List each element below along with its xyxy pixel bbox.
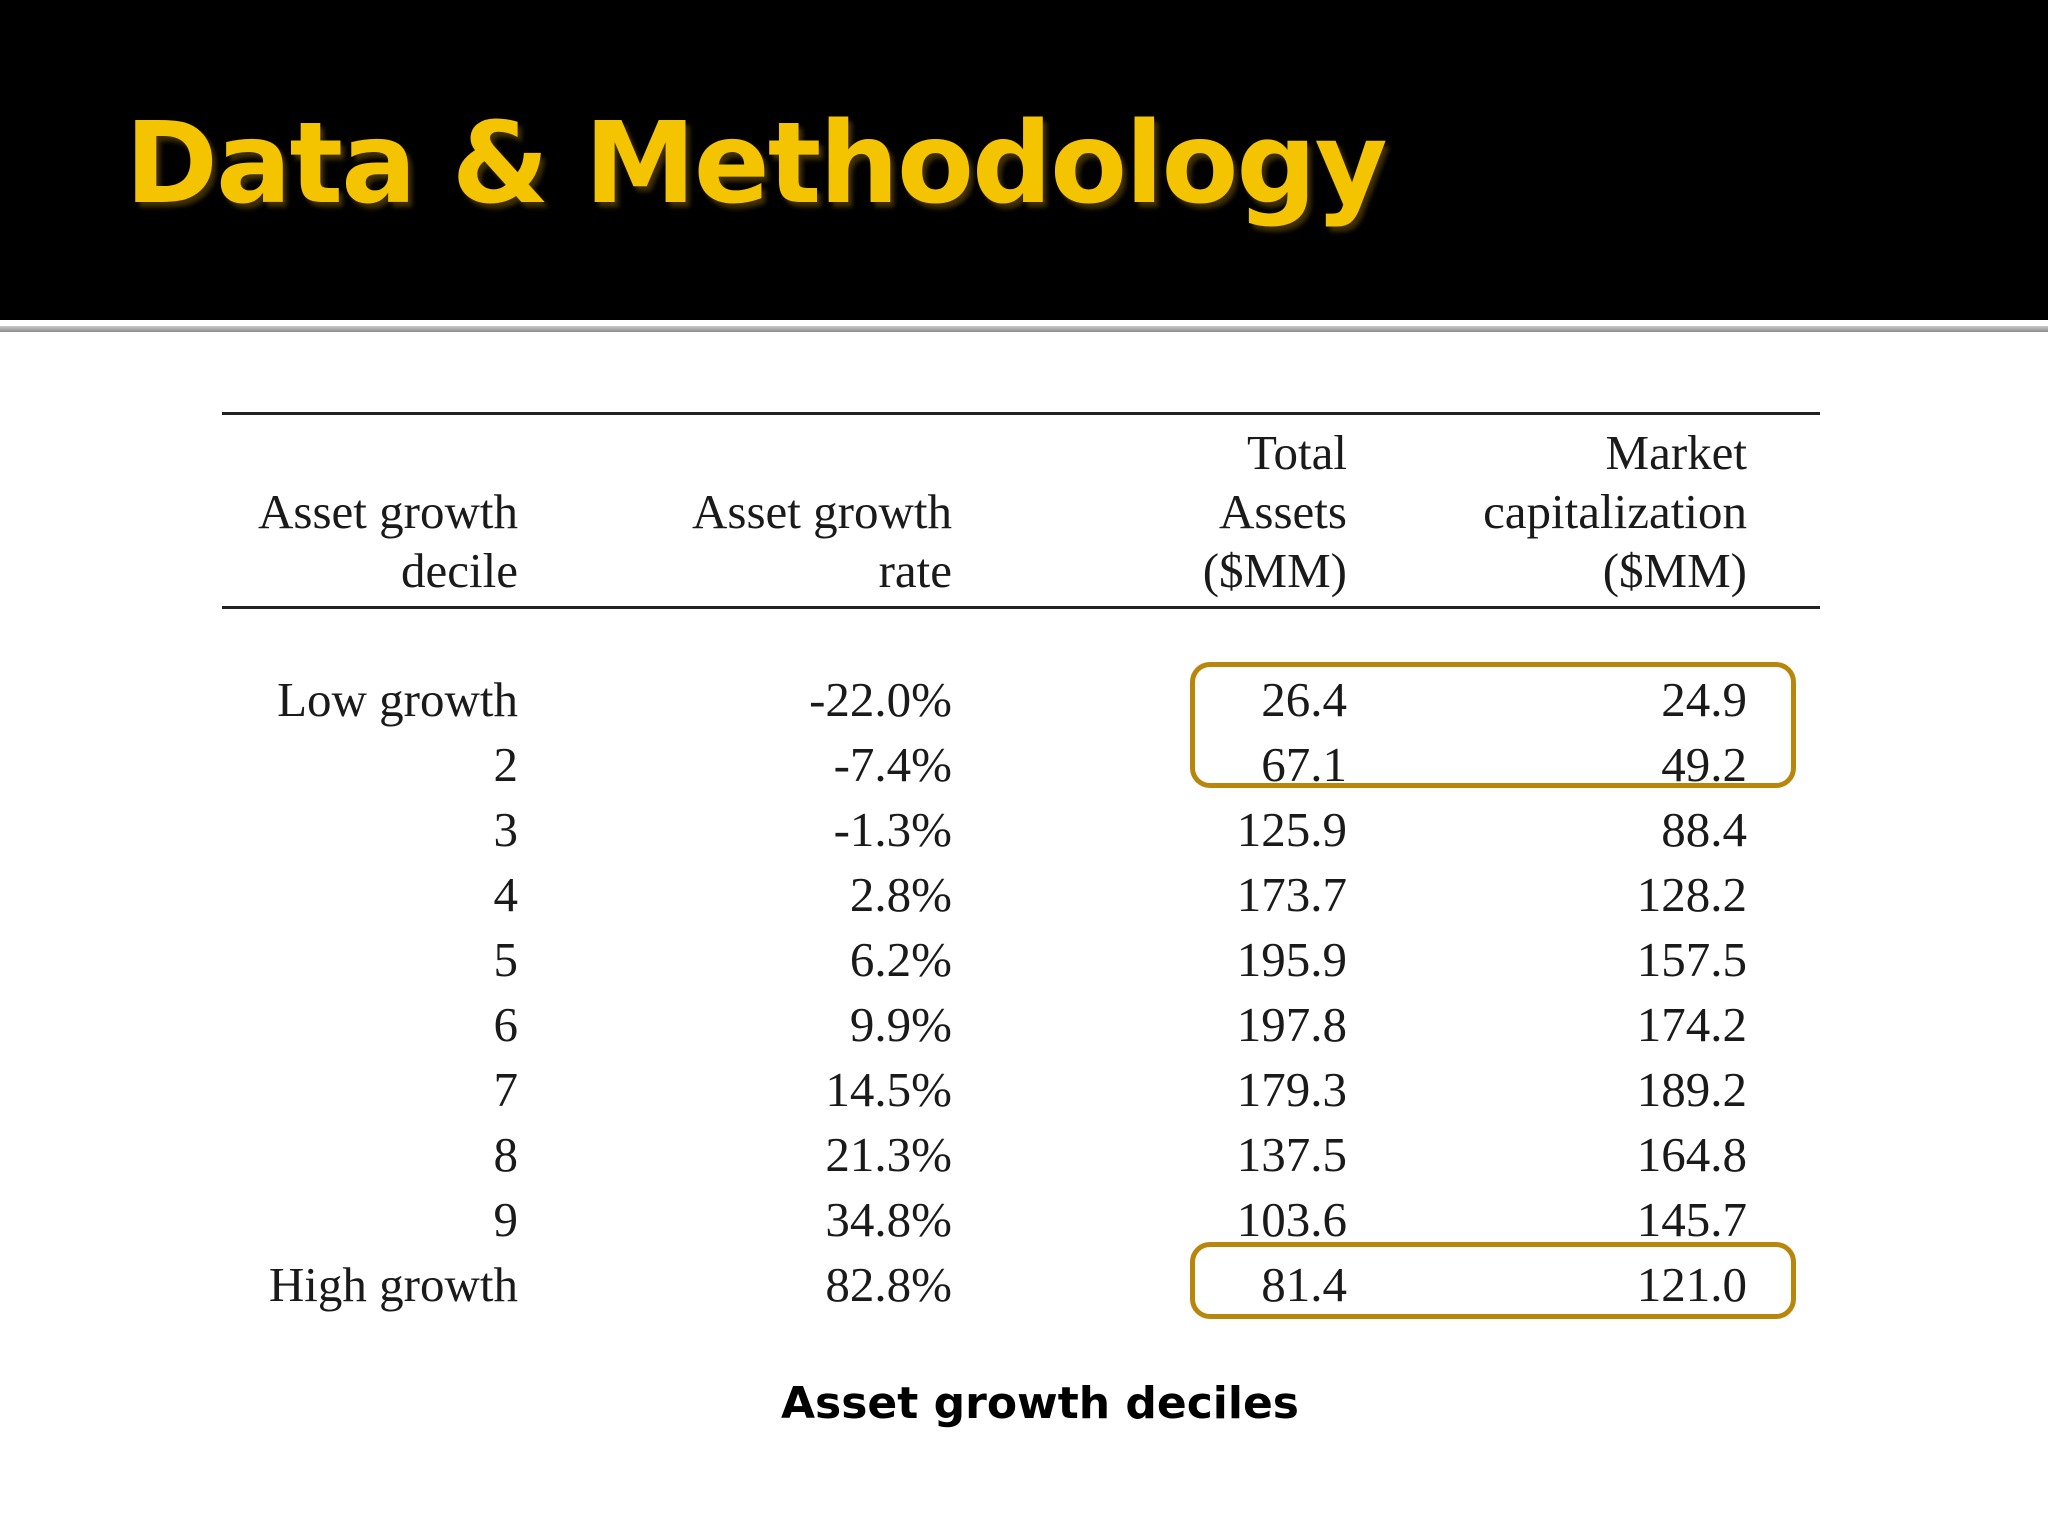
growth-rate-cell: 34.8% — [825, 1192, 952, 1247]
total-assets-cell: 26.4 — [1261, 672, 1347, 727]
market-cap-cell: 145.7 — [1636, 1192, 1747, 1247]
decile-cell: 8 — [493, 1127, 519, 1182]
table-row: 8 21.3% 137.5 164.8 — [222, 1122, 1820, 1187]
decile-cell: High growth — [268, 1257, 518, 1312]
decile-cell: 2 — [493, 737, 519, 792]
table-row: 4 2.8% 173.7 128.2 — [222, 862, 1820, 927]
decile-cell: 9 — [493, 1192, 519, 1247]
growth-rate-cell: 6.2% — [849, 932, 952, 987]
market-cap-cell: 121.0 — [1636, 1257, 1747, 1312]
total-assets-cell: 67.1 — [1261, 737, 1347, 792]
header-total-assets: Total Assets ($MM) — [1202, 425, 1347, 598]
growth-rate-cell: -1.3% — [833, 802, 952, 857]
decile-cell: 5 — [493, 932, 519, 987]
growth-rate-cell: -22.0% — [809, 672, 952, 727]
growth-rate-cell: 2.8% — [849, 867, 952, 922]
total-assets-cell: 137.5 — [1236, 1127, 1347, 1182]
total-assets-cell: 197.8 — [1236, 997, 1347, 1052]
header-decile: Asset growth decile — [258, 484, 518, 598]
decile-cell: 6 — [493, 997, 519, 1052]
table-row: 6 9.9% 197.8 174.2 — [222, 992, 1820, 1057]
table-header-row: Asset growth decile Asset growth rate To… — [222, 413, 1820, 608]
market-cap-cell: 128.2 — [1636, 867, 1747, 922]
market-cap-cell: 174.2 — [1636, 997, 1747, 1052]
decile-cell: Low growth — [277, 672, 518, 727]
market-cap-cell: 157.5 — [1636, 932, 1747, 987]
total-assets-cell: 103.6 — [1236, 1192, 1347, 1247]
highlight-box-high-growth — [1190, 1242, 1796, 1319]
table-row: 3 -1.3% 125.9 88.4 — [222, 797, 1820, 862]
decile-cell: 3 — [493, 802, 519, 857]
market-cap-cell: 24.9 — [1661, 672, 1747, 727]
slide-title: Data & Methodology — [125, 99, 1388, 229]
total-assets-cell: 179.3 — [1236, 1062, 1347, 1117]
growth-rate-cell: -7.4% — [833, 737, 952, 792]
table-row: 5 6.2% 195.9 157.5 — [222, 927, 1820, 992]
header-market-cap: Market capitalization ($MM) — [1483, 425, 1747, 598]
table-row: High growth 82.8% 81.4 121.0 — [222, 1252, 1820, 1317]
table-row: 7 14.5% 179.3 189.2 — [222, 1057, 1820, 1122]
decile-cell: 7 — [493, 1062, 519, 1117]
asset-growth-table: Asset growth decile Asset growth rate To… — [222, 412, 1820, 1317]
growth-rate-cell: 14.5% — [825, 1062, 952, 1117]
growth-rate-cell: 21.3% — [825, 1127, 952, 1182]
total-assets-cell: 195.9 — [1236, 932, 1347, 987]
table-row: 9 34.8% 103.6 145.7 — [222, 1187, 1820, 1252]
table-caption: Asset growth deciles — [781, 1378, 1299, 1429]
table-row: Low growth -22.0% 26.4 24.9 — [222, 667, 1820, 732]
title-divider — [0, 326, 2048, 332]
decile-cell: 4 — [493, 867, 519, 922]
market-cap-cell: 88.4 — [1661, 802, 1747, 857]
total-assets-cell: 81.4 — [1261, 1257, 1347, 1312]
table-row: 2 -7.4% 67.1 49.2 — [222, 732, 1820, 797]
market-cap-cell: 189.2 — [1636, 1062, 1747, 1117]
header-growth-rate: Asset growth rate — [692, 484, 952, 598]
market-cap-cell: 49.2 — [1661, 737, 1747, 792]
total-assets-cell: 125.9 — [1236, 802, 1347, 857]
total-assets-cell: 173.7 — [1236, 867, 1347, 922]
title-bar: Data & Methodology — [0, 0, 2048, 320]
growth-rate-cell: 9.9% — [849, 997, 952, 1052]
growth-rate-cell: 82.8% — [825, 1257, 952, 1312]
market-cap-cell: 164.8 — [1636, 1127, 1747, 1182]
highlight-box-low-growth — [1190, 662, 1796, 788]
